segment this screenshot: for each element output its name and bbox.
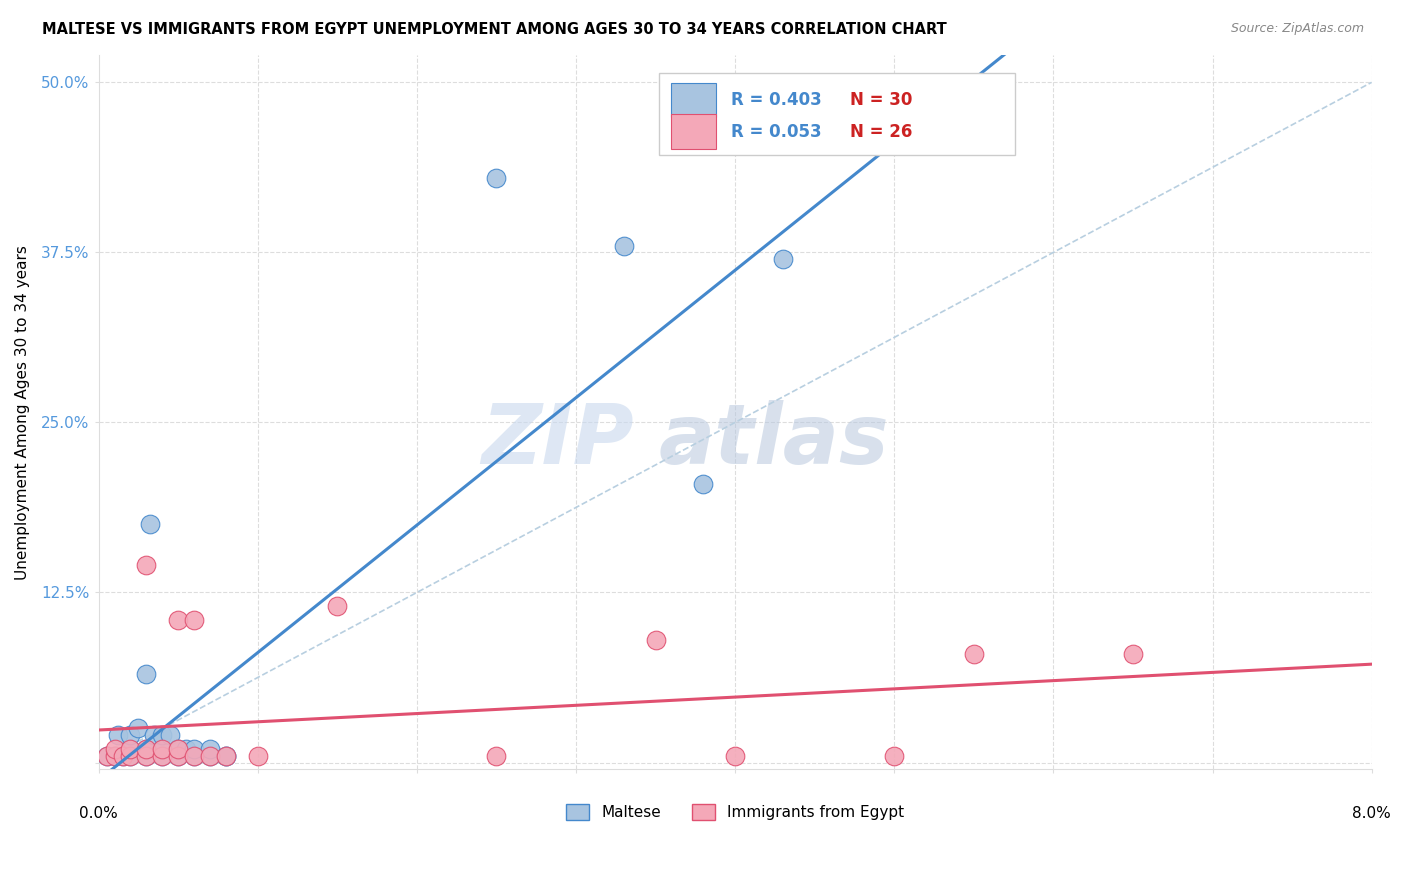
Text: ZIP: ZIP: [481, 401, 633, 482]
Text: R = 0.403: R = 0.403: [731, 91, 823, 109]
Text: N = 30: N = 30: [849, 91, 912, 109]
Point: [138, 517, 160, 532]
Point: [485, 748, 508, 763]
Text: 8.0%: 8.0%: [1353, 806, 1391, 821]
FancyBboxPatch shape: [672, 114, 716, 149]
Point: [183, 748, 205, 763]
Point: [167, 613, 190, 627]
Text: R = 0.053: R = 0.053: [731, 122, 823, 141]
Text: 0.0%: 0.0%: [79, 806, 118, 821]
Point: [135, 558, 157, 573]
Point: [120, 748, 142, 763]
Point: [692, 476, 714, 491]
Point: [198, 742, 221, 756]
Point: [103, 748, 125, 763]
Point: [183, 742, 205, 756]
Point: [127, 722, 149, 736]
Point: [246, 748, 269, 763]
Point: [120, 742, 142, 756]
Point: [111, 748, 134, 763]
Text: N = 26: N = 26: [849, 122, 912, 141]
Point: [96, 748, 118, 763]
Text: atlas: atlas: [659, 401, 890, 482]
Point: [143, 728, 166, 742]
Point: [111, 748, 134, 763]
Point: [963, 647, 986, 661]
Point: [135, 667, 157, 681]
Point: [120, 742, 142, 756]
Point: [120, 728, 142, 742]
Point: [215, 748, 238, 763]
Point: [135, 742, 157, 756]
Point: [167, 742, 190, 756]
Point: [198, 748, 221, 763]
Point: [485, 170, 508, 185]
Point: [103, 748, 125, 763]
Point: [215, 748, 238, 763]
Point: [159, 728, 181, 742]
Text: MALTESE VS IMMIGRANTS FROM EGYPT UNEMPLOYMENT AMONG AGES 30 TO 34 YEARS CORRELAT: MALTESE VS IMMIGRANTS FROM EGYPT UNEMPLO…: [42, 22, 946, 37]
Point: [183, 748, 205, 763]
Point: [883, 748, 905, 763]
Point: [150, 748, 173, 763]
Point: [326, 599, 349, 613]
Point: [724, 748, 747, 763]
Point: [183, 613, 205, 627]
Point: [198, 748, 221, 763]
Point: [167, 748, 190, 763]
FancyBboxPatch shape: [672, 83, 716, 117]
Point: [215, 748, 238, 763]
Point: [1122, 647, 1144, 661]
Point: [103, 742, 125, 756]
Point: [135, 742, 157, 756]
Point: [135, 748, 157, 763]
Point: [150, 742, 173, 756]
Point: [150, 748, 173, 763]
Point: [644, 633, 666, 648]
Point: [150, 742, 173, 756]
Y-axis label: Unemployment Among Ages 30 to 34 years: Unemployment Among Ages 30 to 34 years: [15, 244, 30, 580]
Point: [107, 728, 129, 742]
Text: Source: ZipAtlas.com: Source: ZipAtlas.com: [1230, 22, 1364, 36]
Point: [167, 742, 190, 756]
Legend: Maltese, Immigrants from Egypt: Maltese, Immigrants from Egypt: [560, 797, 910, 826]
Point: [120, 748, 142, 763]
Point: [167, 748, 190, 763]
FancyBboxPatch shape: [659, 73, 1015, 155]
Point: [772, 252, 794, 267]
Point: [613, 238, 636, 252]
Point: [174, 742, 197, 756]
Point: [150, 728, 173, 742]
Point: [135, 748, 157, 763]
Point: [96, 748, 118, 763]
